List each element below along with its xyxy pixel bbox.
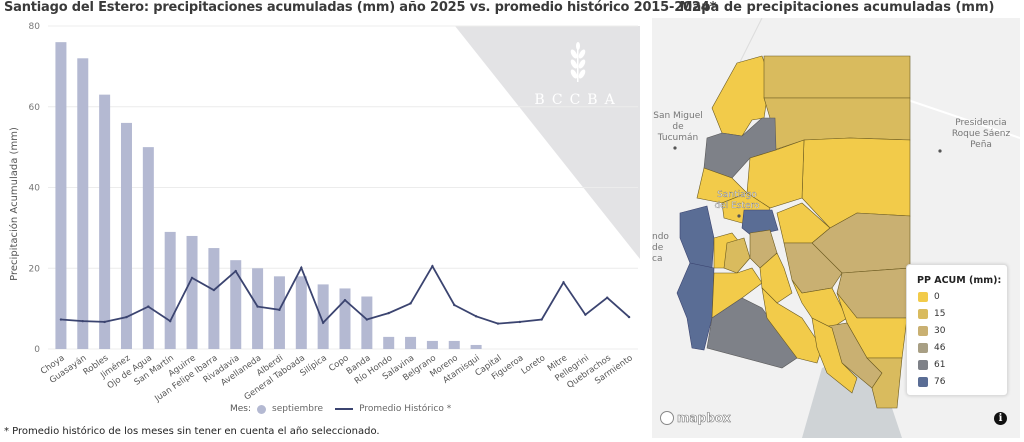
district[interactable] bbox=[791, 279, 848, 329]
district[interactable] bbox=[679, 205, 715, 269]
y-tick-label: 0 bbox=[34, 345, 40, 355]
district[interactable] bbox=[763, 55, 911, 99]
district[interactable] bbox=[761, 287, 823, 364]
mapbox-icon bbox=[660, 411, 674, 425]
map-legend-item: 46 bbox=[918, 341, 1007, 355]
legend-label: 0 bbox=[934, 292, 940, 302]
legend-label: 61 bbox=[934, 360, 946, 370]
info-icon[interactable]: i bbox=[994, 412, 1007, 425]
district[interactable] bbox=[723, 237, 751, 274]
legend-swatch bbox=[918, 292, 928, 302]
city-marker bbox=[938, 149, 942, 153]
bar[interactable] bbox=[470, 344, 482, 349]
legend-label: 76 bbox=[934, 377, 946, 387]
bar[interactable] bbox=[164, 231, 176, 349]
legend-swatch bbox=[918, 360, 928, 370]
bar[interactable] bbox=[186, 235, 198, 349]
legend-title: Mes: bbox=[230, 404, 252, 414]
bar[interactable] bbox=[77, 58, 89, 350]
district[interactable] bbox=[866, 357, 903, 409]
y-tick-label: 40 bbox=[29, 184, 41, 194]
district[interactable] bbox=[676, 262, 715, 351]
legend-label: 46 bbox=[934, 343, 946, 353]
legend-line-label[interactable]: Promedio Histórico * bbox=[359, 404, 452, 414]
bar[interactable] bbox=[339, 288, 351, 349]
x-tick-label: Loreto bbox=[520, 353, 548, 377]
footnote: * Promedio histórico de los meses sin te… bbox=[4, 426, 380, 437]
watermark-logo: BCCBA bbox=[534, 42, 621, 108]
bar[interactable] bbox=[120, 122, 132, 350]
bar[interactable] bbox=[230, 260, 242, 349]
legend-swatch bbox=[918, 326, 928, 336]
place-label-saenz-pena: Presidencia Roque Sáenz Peña bbox=[951, 118, 1011, 150]
city-marker bbox=[737, 214, 741, 218]
bar[interactable] bbox=[448, 340, 460, 349]
place-label-tucuman: San Miguel de Tucumán bbox=[653, 111, 703, 143]
legend-bar-swatch bbox=[257, 404, 267, 414]
bar[interactable] bbox=[426, 340, 438, 349]
map-canvas[interactable] bbox=[652, 18, 1020, 438]
y-tick-label: 80 bbox=[29, 22, 41, 32]
precipitation-map[interactable] bbox=[652, 18, 1020, 438]
wheat-icon bbox=[570, 42, 586, 82]
place-label-santiago: Santiago del Estero bbox=[714, 190, 760, 211]
basemap-road bbox=[901, 97, 1020, 139]
bar[interactable] bbox=[405, 336, 417, 349]
y-tick-label: 20 bbox=[29, 264, 41, 274]
bar[interactable] bbox=[142, 147, 154, 349]
map-legend-item: 76 bbox=[918, 375, 1007, 389]
place-label-west: ndo de ca bbox=[652, 232, 669, 264]
bar[interactable] bbox=[99, 94, 111, 349]
legend-label: 15 bbox=[934, 309, 946, 319]
map-legend: PP ACUM (mm): 0 15 30 46 61 76 bbox=[906, 264, 1008, 396]
bar[interactable] bbox=[383, 336, 395, 349]
bar[interactable] bbox=[208, 248, 220, 349]
watermark-text: BCCBA bbox=[534, 92, 621, 108]
bar[interactable] bbox=[55, 42, 67, 350]
legend-bar-label[interactable]: septiembre bbox=[272, 404, 324, 414]
district[interactable] bbox=[811, 317, 858, 394]
mapbox-text: mapbox bbox=[677, 411, 731, 426]
y-tick-label: 60 bbox=[29, 103, 41, 113]
legend-swatch bbox=[918, 343, 928, 353]
city-marker bbox=[673, 146, 677, 150]
map-legend-item: 15 bbox=[918, 307, 1007, 321]
legend-line-swatch bbox=[335, 408, 354, 410]
map-title: Mapa de precipitaciones acumuladas (mm) bbox=[679, 0, 995, 15]
legend-swatch bbox=[918, 377, 928, 387]
legend-swatch bbox=[918, 309, 928, 319]
chart-legend: Mes: septiembre Promedio Histórico * bbox=[230, 404, 451, 414]
map-legend-item: 30 bbox=[918, 324, 1007, 338]
bar[interactable] bbox=[361, 296, 373, 349]
bar[interactable] bbox=[295, 276, 307, 349]
y-axis-label: Precipitación Acumulada (mm) bbox=[8, 127, 20, 281]
map-legend-item: 61 bbox=[918, 358, 1007, 372]
mapbox-logo[interactable]: mapbox bbox=[660, 411, 731, 425]
bar[interactable] bbox=[252, 268, 264, 349]
historical-average-line bbox=[60, 264, 630, 325]
bar[interactable] bbox=[273, 276, 285, 349]
watermark-shape bbox=[455, 26, 640, 259]
map-legend-item: 0 bbox=[918, 290, 1007, 304]
legend-label: 30 bbox=[934, 326, 946, 336]
chart-title: Santiago del Estero: precipitaciones acu… bbox=[4, 0, 717, 15]
bar[interactable] bbox=[317, 284, 329, 349]
map-legend-title: PP ACUM (mm): bbox=[917, 275, 1002, 286]
